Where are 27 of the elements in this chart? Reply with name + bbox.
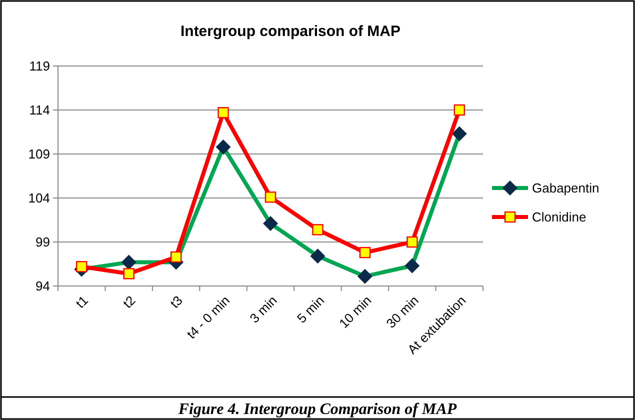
y-tick-label: 99 [36,234,50,250]
x-tick-label: t4 - 0 min [184,292,233,342]
legend-label: Gabapentin [532,180,600,196]
x-tick-label: t2 [120,292,138,312]
x-tick-label: 10 min [336,292,374,331]
caption: Figure 4. Intergroup Comparison of MAP [177,401,457,418]
point [218,107,229,118]
x-tick-label: 30 min [383,292,422,331]
point [123,268,134,280]
point [406,236,418,248]
legend-label: Clonidine [532,210,586,225]
y-tick-label: 109 [28,146,50,162]
chart-title: Intergroup comparison of MAP [180,23,401,40]
y-tick-label: 94 [36,278,50,294]
x-tick-label: t3 [167,292,186,312]
point [76,261,88,272]
y-tick-label: 104 [28,190,50,206]
x-tick-label: t1 [72,292,91,312]
point [170,251,182,263]
point [454,104,465,116]
point [264,192,276,203]
y-tick-label: 114 [29,102,50,118]
point [312,224,324,236]
x-tick-label: 5 min [294,292,328,326]
point [359,246,371,258]
x-tick-label: 3 min [246,292,280,326]
y-tick-label: 119 [29,58,50,74]
